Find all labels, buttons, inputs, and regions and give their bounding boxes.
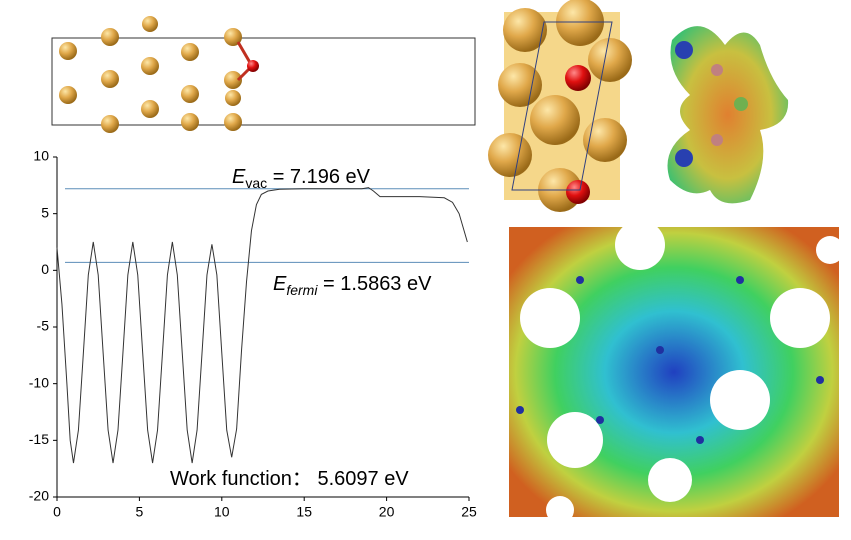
x-tick-label: 25 <box>461 504 477 520</box>
annotation-subscript: fermi <box>286 282 318 298</box>
data-line <box>56 187 468 464</box>
slab-top-view <box>488 0 632 212</box>
y-tick-label: 5 <box>41 204 49 220</box>
x-tick-label: 20 <box>379 504 395 520</box>
annotation: Efermi = 1.5863 eV <box>273 273 432 298</box>
x-tick-label: 0 <box>53 504 61 520</box>
y-tick-label: 10 <box>33 148 49 164</box>
annotation-text: = 7.196 eV <box>267 166 371 188</box>
slab-side-view <box>51 16 476 133</box>
y-tick-label: -15 <box>29 431 49 447</box>
x-tick-label: 10 <box>214 504 230 520</box>
line-chart: -20 -15 -10 -5 0 5 10 0 5 10 15 20 25 Evac = 7.196 eV… <box>29 148 477 520</box>
esp-map <box>509 220 844 524</box>
annotation-symbol: E <box>273 273 287 295</box>
x-tick-label: 5 <box>136 504 144 520</box>
x-tick-label: 15 <box>296 504 312 520</box>
y-tick-label: -20 <box>29 488 49 504</box>
annotation-symbol: E <box>232 166 246 188</box>
y-tick-label: 0 <box>41 261 49 277</box>
annotation-subscript: vac <box>245 175 267 191</box>
molecule-surface <box>667 26 789 204</box>
y-tick-label: -10 <box>29 374 49 390</box>
annotation-text: = 1.5863 eV <box>317 273 432 295</box>
y-tick-label: -5 <box>37 318 50 334</box>
annotation: Evac = 7.196 eV <box>232 166 371 191</box>
annotation: Work function： 5.6097 eV <box>170 468 409 490</box>
